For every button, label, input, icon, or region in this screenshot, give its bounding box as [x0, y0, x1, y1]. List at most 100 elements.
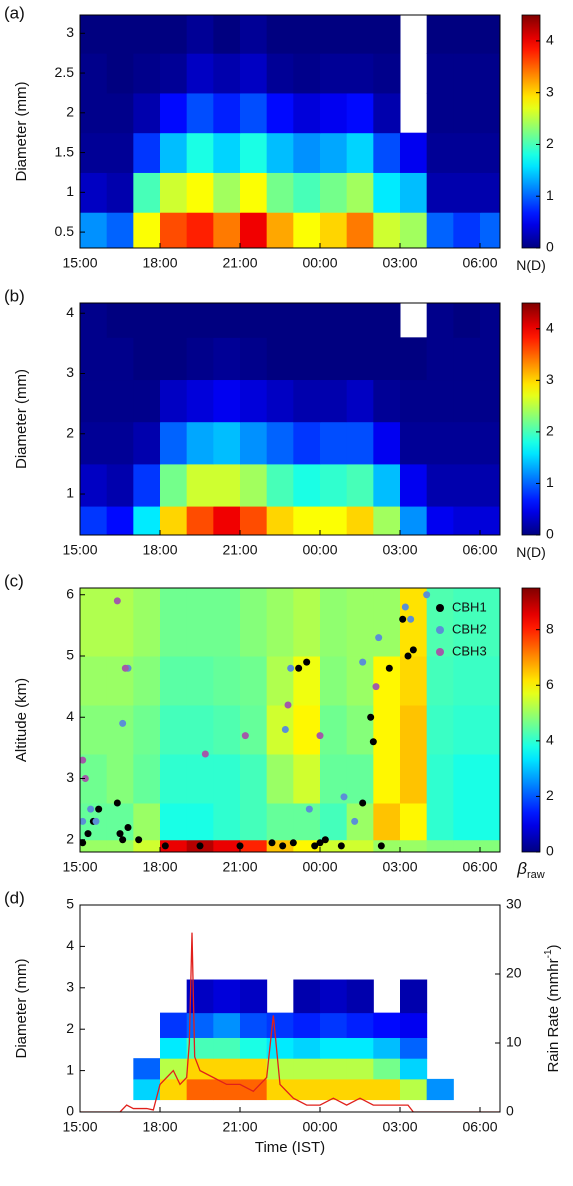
y-tick-label: 2 — [66, 1020, 74, 1036]
heat-cell — [240, 172, 268, 213]
heat-cell — [133, 15, 161, 54]
heat-cell — [106, 92, 134, 134]
x-tick-label: 18:00 — [142, 1119, 177, 1135]
scatter-point — [404, 652, 412, 660]
heat-cell — [240, 1037, 268, 1059]
scatter-point — [407, 615, 415, 623]
heat-cell — [320, 1037, 348, 1059]
heat-cell — [106, 753, 134, 804]
heat-cell — [106, 839, 134, 852]
scatter-point — [377, 842, 385, 850]
y-tick-label: 2.5 — [55, 64, 75, 80]
heat-cell — [186, 1012, 214, 1038]
scatter-point — [316, 732, 324, 740]
heat-cell — [106, 53, 134, 94]
heat-cell — [186, 132, 214, 173]
scatter-point — [113, 597, 121, 605]
heat-cell — [160, 463, 188, 507]
heat-cell — [293, 1078, 321, 1101]
legend-marker — [436, 604, 444, 612]
heat-cell — [400, 753, 428, 804]
heat-cell — [400, 463, 428, 507]
y-tick-label: 4 — [66, 708, 74, 724]
heat-cell — [186, 15, 214, 54]
heat-cell — [346, 753, 374, 804]
heat-cell — [160, 379, 188, 423]
x-tick-label: 15:00 — [62, 859, 97, 875]
heat-cell — [453, 172, 481, 213]
heat-cell — [480, 421, 500, 465]
heat-cell — [480, 132, 500, 173]
scatter-point — [287, 664, 295, 672]
heat-cell — [186, 704, 214, 755]
heat-cell — [453, 303, 481, 338]
heat-cell — [453, 132, 481, 173]
heat-cell — [346, 1078, 374, 1101]
heat-cell — [373, 1078, 401, 1101]
colorbar-tick-label: 2 — [546, 135, 554, 151]
scatter-point — [236, 842, 244, 850]
heat-cell — [400, 337, 428, 381]
heat-cell — [426, 588, 454, 657]
scatter-point — [119, 836, 127, 844]
scatter-point — [409, 646, 417, 654]
heat-cell — [160, 421, 188, 465]
heat-cell — [106, 463, 134, 507]
heat-cell — [80, 337, 108, 381]
heat-cell — [266, 379, 294, 423]
panel-label: (c) — [4, 571, 24, 590]
heat-cell — [80, 655, 108, 706]
heat-cell — [293, 506, 321, 535]
heat-cell — [373, 303, 401, 338]
heat-cell — [106, 421, 134, 465]
heat-cell — [213, 463, 241, 507]
heat-cell — [320, 588, 348, 657]
heat-cell — [373, 379, 401, 423]
rain-rate-line — [80, 932, 500, 1112]
heat-cell — [186, 588, 214, 657]
y-tick-label: 3 — [66, 364, 74, 380]
heat-cell — [400, 1037, 428, 1059]
heat-cell — [293, 172, 321, 213]
heat-cell — [213, 1012, 241, 1038]
scatter-point — [201, 750, 209, 758]
heat-cell — [293, 753, 321, 804]
y2-label-text: Rain Rate (mmhr — [545, 958, 562, 1072]
heat-cell — [266, 1037, 294, 1059]
heat-cell — [213, 753, 241, 804]
heat-cell — [400, 979, 428, 1014]
heat-cell — [240, 655, 268, 706]
heat-cell — [133, 1058, 161, 1080]
heat-cell — [373, 1037, 401, 1059]
heat-cell — [186, 92, 214, 134]
scatter-point — [80, 817, 87, 825]
y-tick-label: 3 — [66, 979, 74, 995]
y-tick-label: 2 — [66, 424, 74, 440]
y-tick-label: 3 — [66, 769, 74, 785]
heat-cell — [266, 463, 294, 507]
heat-cell — [106, 588, 134, 657]
heat-cell — [186, 753, 214, 804]
heat-cell — [186, 1078, 214, 1101]
x-tick-label: 00:00 — [302, 542, 337, 558]
heat-cell — [346, 1037, 374, 1059]
heat-cell — [240, 463, 268, 507]
heat-cell — [133, 132, 161, 173]
heat-cell — [186, 463, 214, 507]
heat-cell — [346, 588, 374, 657]
heat-cell — [213, 53, 241, 94]
colorbar-label: N(D) — [516, 544, 546, 560]
heat-cell — [320, 802, 348, 841]
heat-cell — [240, 53, 268, 94]
heat-cell — [213, 1037, 241, 1059]
colorbar-label: N(D) — [516, 257, 546, 273]
x-tick-label: 03:00 — [382, 255, 417, 271]
heat-cell — [346, 379, 374, 423]
heat-cell — [80, 212, 108, 248]
heat-cell — [346, 15, 374, 54]
heat-cell — [133, 802, 161, 841]
heat-cell — [240, 421, 268, 465]
heat-cell — [453, 92, 481, 134]
heat-cell — [160, 212, 188, 248]
heat-cell — [240, 337, 268, 381]
